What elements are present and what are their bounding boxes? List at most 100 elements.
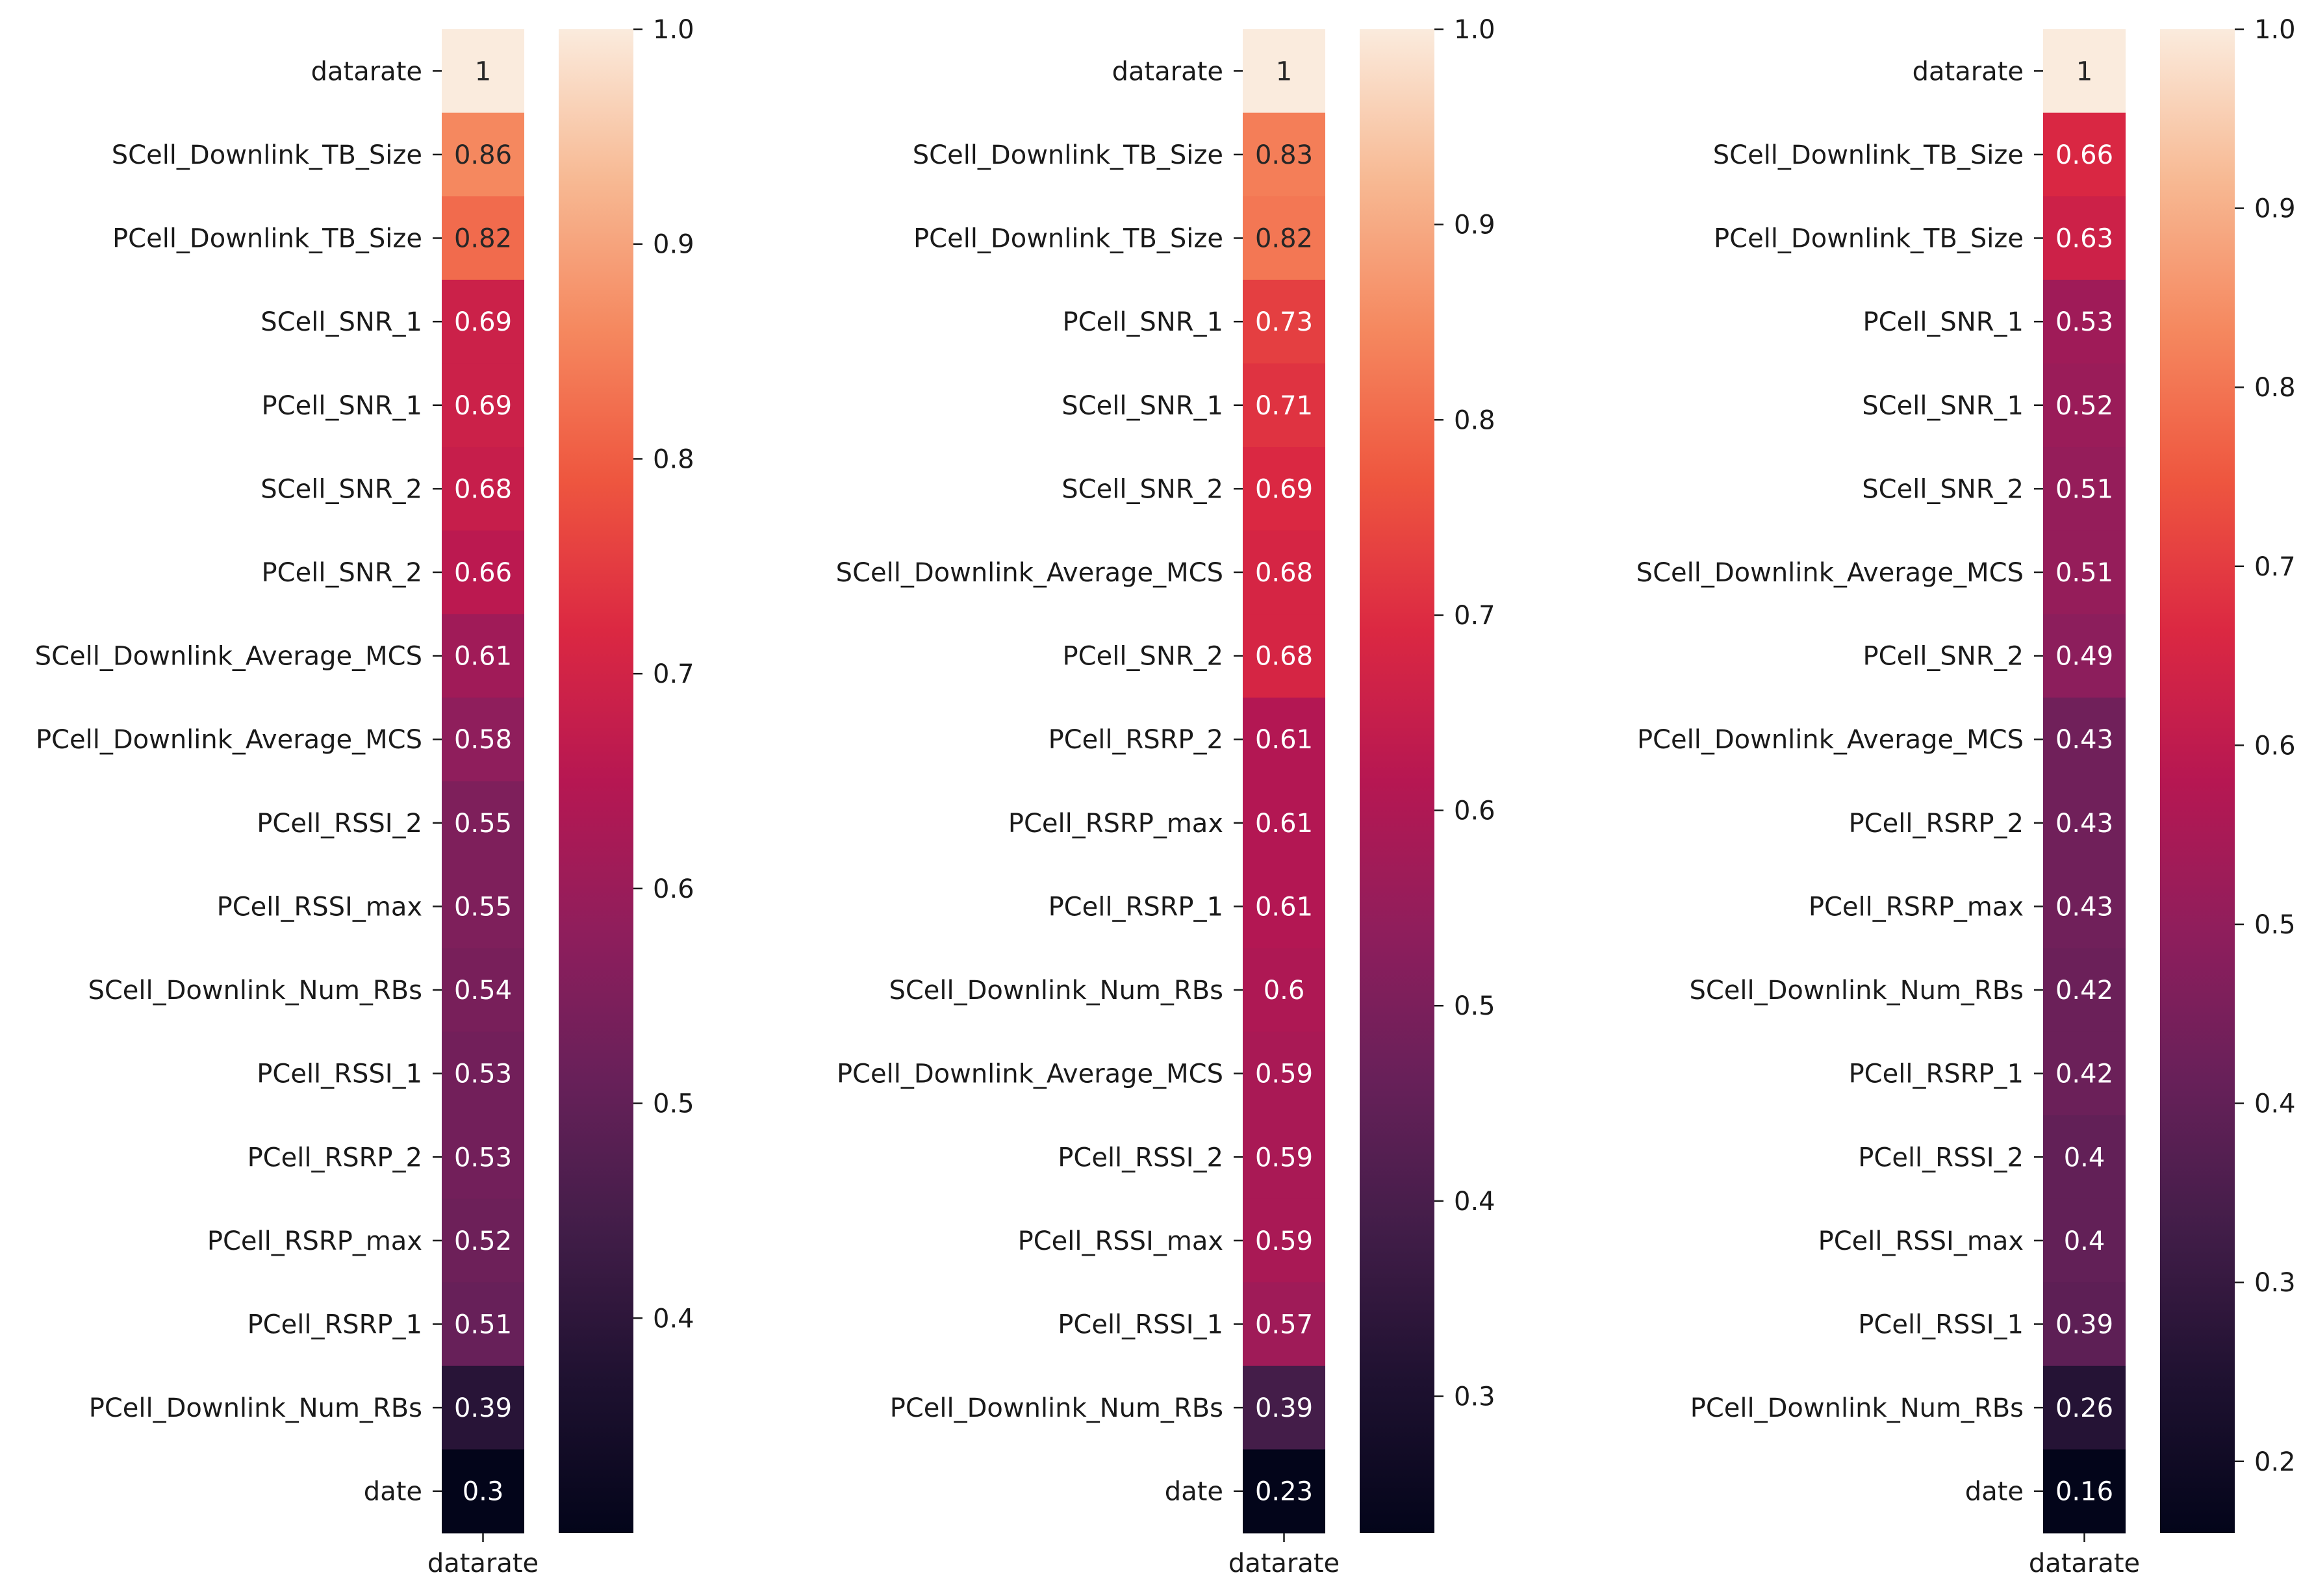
cell-value-label: 0.6	[1264, 976, 1305, 1006]
cell-value-label: 1	[2076, 57, 2092, 86]
heatmap-cell	[2043, 614, 2126, 698]
heatmap-cell	[442, 196, 524, 281]
y-tick-label: PCell_Downlink_Average_MCS	[36, 725, 422, 755]
y-tick-label: PCell_RSSI_2	[257, 809, 422, 839]
heatmap-cell	[1243, 196, 1325, 281]
cell-value-label: 0.51	[2055, 558, 2113, 588]
colorbar	[559, 29, 633, 1533]
cell-value-label: 0.58	[454, 725, 512, 755]
y-tick-label: SCell_SNR_2	[1862, 474, 2024, 504]
y-tick-label: PCell_RSRP_max	[1008, 809, 1223, 839]
heatmap-cell	[2043, 196, 2126, 281]
heatmap-cell	[442, 279, 524, 364]
heatmap-cell	[2043, 112, 2126, 197]
colorbar-tick-label: 0.8	[2254, 373, 2296, 403]
y-tick-label: PCell_Downlink_Num_RBs	[89, 1393, 422, 1423]
y-tick-label: SCell_Downlink_Num_RBs	[88, 976, 422, 1006]
colorbar-tick-label: 0.6	[1454, 796, 1495, 826]
cell-value-label: 0.71	[1255, 391, 1313, 421]
cell-value-label: 0.55	[454, 892, 512, 922]
cell-value-label: 0.53	[454, 1143, 512, 1172]
cell-value-label: 0.43	[2055, 892, 2113, 922]
y-tick-label: PCell_RSSI_2	[1058, 1143, 1223, 1172]
cell-value-label: 0.59	[1255, 1143, 1313, 1172]
cell-value-label: 0.55	[454, 809, 512, 839]
y-tick-label: PCell_Downlink_Num_RBs	[890, 1393, 1223, 1423]
cell-value-label: 0.69	[1255, 474, 1313, 504]
y-tick-label: PCell_Downlink_Num_RBs	[1690, 1393, 2024, 1423]
colorbar-tick-label: 0.5	[1454, 991, 1495, 1021]
y-tick-label: PCell_RSRP_1	[1849, 1059, 2024, 1089]
y-tick-label: PCell_RSRP_max	[1809, 892, 2024, 922]
heatmap-panel-3: 1 datarate 0.66 SCell_Downlink_TB_Size 0.63 P…	[1636, 15, 2296, 1578]
heatmap-cell	[442, 363, 524, 448]
heatmap-cell	[442, 447, 524, 531]
y-tick-label: SCell_Downlink_Average_MCS	[836, 558, 1223, 588]
colorbar-tick-label: 0.7	[1454, 601, 1495, 631]
colorbar-tick-label: 0.5	[653, 1089, 694, 1119]
heatmap-cell	[442, 530, 524, 614]
cell-value-label: 0.52	[2055, 391, 2113, 421]
y-tick-label: PCell_RSSI_1	[1858, 1310, 2024, 1339]
heatmap-cell	[442, 29, 524, 114]
y-tick-label: PCell_Downlink_Average_MCS	[837, 1059, 1223, 1089]
heatmap-cell	[1243, 1282, 1325, 1367]
y-tick-label: PCell_RSRP_max	[207, 1226, 422, 1256]
heatmap-cell	[2043, 279, 2126, 364]
heatmap-cell	[442, 1032, 524, 1116]
y-tick-label: SCell_Downlink_Average_MCS	[1636, 558, 2024, 588]
cell-value-label: 0.68	[1255, 642, 1313, 672]
heatmap-cell	[2043, 1282, 2126, 1367]
heatmap-cell	[2043, 530, 2126, 614]
heatmap-cell	[442, 1449, 524, 1534]
y-tick-label: PCell_SNR_1	[1063, 307, 1223, 337]
cell-value-label: 0.51	[454, 1310, 512, 1339]
cell-value-label: 0.66	[454, 558, 512, 588]
heatmap-cell	[1243, 1449, 1325, 1534]
cell-value-label: 0.66	[2055, 140, 2113, 170]
y-tick-label: PCell_RSRP_2	[1849, 809, 2024, 839]
cell-value-label: 0.51	[2055, 474, 2113, 504]
cell-value-label: 0.49	[2055, 642, 2113, 672]
y-tick-label: SCell_Downlink_TB_Size	[112, 140, 422, 170]
heatmap-cell	[1243, 279, 1325, 364]
heatmap-cell	[442, 1198, 524, 1283]
heatmap-cell	[1243, 363, 1325, 448]
cell-value-label: 0.23	[1255, 1477, 1313, 1507]
cell-value-label: 0.61	[1255, 892, 1313, 922]
y-tick-label: PCell_SNR_1	[262, 391, 422, 421]
y-tick-label: SCell_Downlink_Num_RBs	[889, 976, 1223, 1006]
cell-value-label: 0.59	[1255, 1059, 1313, 1089]
cell-value-label: 0.61	[1255, 725, 1313, 755]
cell-value-label: 0.53	[2055, 307, 2113, 337]
cell-value-label: 0.86	[454, 140, 512, 170]
cell-value-label: 0.26	[2055, 1393, 2113, 1423]
y-tick-label: SCell_Downlink_TB_Size	[913, 140, 1223, 170]
y-tick-label: SCell_SNR_1	[1062, 391, 1223, 421]
cell-value-label: 0.39	[1255, 1393, 1313, 1423]
y-tick-label: PCell_Downlink_TB_Size	[112, 224, 422, 254]
x-tick-label: datarate	[2029, 1549, 2140, 1578]
heatmap-cell	[2043, 447, 2126, 531]
cell-value-label: 0.4	[2064, 1143, 2105, 1172]
heatmap-cell	[1243, 29, 1325, 114]
heatmap-cell	[442, 614, 524, 698]
y-tick-label: PCell_SNR_2	[1063, 642, 1223, 672]
y-tick-label: date	[1165, 1477, 1223, 1507]
cell-value-label: 0.59	[1255, 1226, 1313, 1256]
x-tick-label: datarate	[427, 1549, 539, 1578]
cell-value-label: 0.16	[2055, 1477, 2113, 1507]
y-tick-label: PCell_RSSI_max	[217, 892, 422, 922]
heatmap-cell	[1243, 112, 1325, 197]
heatmap-cell	[442, 948, 524, 1032]
colorbar-tick-label: 0.2	[2254, 1447, 2296, 1477]
colorbar-tick-label: 0.3	[1454, 1382, 1495, 1412]
cell-value-label: 0.61	[1255, 809, 1313, 839]
heatmap-panel-2: 1 datarate 0.83 SCell_Downlink_TB_Size 0.82 P…	[836, 15, 1495, 1578]
colorbar-tick-label: 1.0	[1454, 15, 1495, 45]
y-tick-label: SCell_SNR_1	[1862, 391, 2024, 421]
cell-value-label: 0.42	[2055, 976, 2113, 1006]
colorbar-tick-label: 0.4	[2254, 1089, 2296, 1119]
heatmap-cell	[442, 781, 524, 865]
colorbar-tick-label: 0.4	[1454, 1187, 1495, 1217]
